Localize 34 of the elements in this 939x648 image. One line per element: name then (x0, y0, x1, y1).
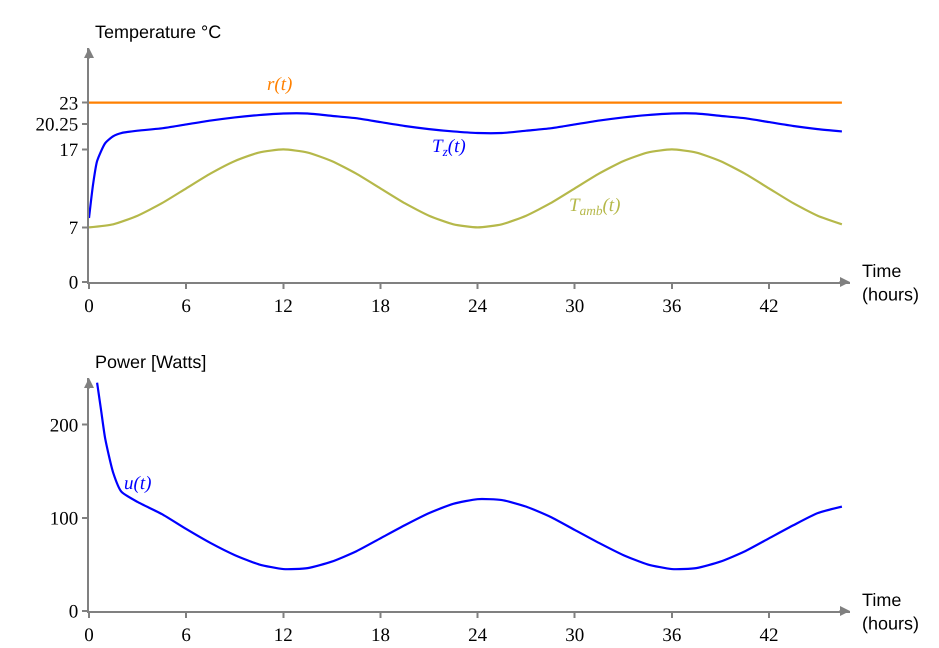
y-tick-label: 7 (68, 218, 78, 240)
x-tick-label: 12 (274, 296, 293, 317)
series-label: r(t) (267, 74, 292, 95)
x-tick-label: 36 (662, 296, 682, 317)
y-tick-label: 17 (59, 140, 78, 162)
x-tick-label: 0 (84, 624, 94, 646)
line-series (96, 382, 843, 570)
x-tick-label: 36 (662, 624, 682, 646)
y-tick-label: 23 (59, 93, 78, 114)
x-axis-title: Time (hours) (862, 261, 920, 304)
x-tick-label: 42 (760, 296, 779, 317)
y-axis-title: Power [Watts] (95, 352, 206, 372)
y-tick-label: 200 (50, 415, 78, 436)
y-tick-label: 20.25 (35, 114, 78, 136)
series-label: u(t) (124, 473, 152, 494)
x-tick-label: 12 (274, 624, 293, 646)
y-tick-label: 0 (68, 272, 78, 294)
x-axis-title: Time (hours) (862, 590, 920, 634)
x-tick-label: 6 (181, 624, 191, 646)
line-series (89, 112, 843, 220)
y-axis-title: Temperature °C (95, 22, 222, 42)
x-tick-label: 30 (565, 296, 584, 317)
x-tick-label: 0 (84, 296, 94, 317)
y-tick-label: 100 (50, 508, 78, 530)
x-tick-label: 24 (468, 296, 488, 317)
x-tick-label: 18 (370, 624, 390, 646)
x-tick-label: 42 (760, 624, 779, 646)
y-tick-label: 0 (68, 602, 78, 623)
series-label: T$_{z}$(t) (432, 136, 466, 159)
series-label: T$_{amb}$(t) (569, 195, 620, 218)
x-tick-label: 30 (565, 624, 584, 646)
x-tick-label: 18 (370, 296, 390, 317)
x-tick-label: 6 (181, 296, 191, 317)
x-tick-label: 24 (468, 624, 488, 646)
